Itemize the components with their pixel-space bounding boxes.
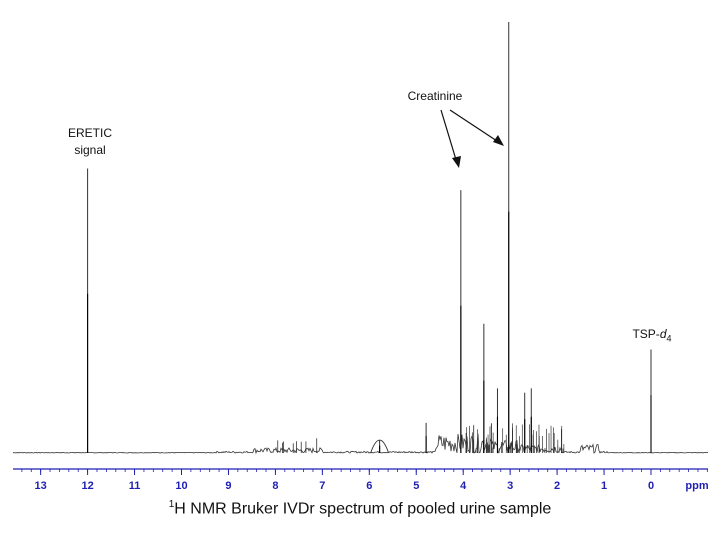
x-axis-unit-label: ppm (685, 480, 708, 492)
caption-text: H NMR Bruker IVDr spectrum of pooled uri… (174, 500, 552, 518)
peak-group (87, 22, 652, 453)
x-tick-label: 3 (507, 480, 513, 492)
x-tick-label: 9 (225, 480, 231, 492)
x-tick-label: 5 (413, 480, 419, 492)
x-tick-label: 11 (129, 480, 141, 492)
spectrum-baseline (12, 433, 709, 455)
x-tick-label: 6 (366, 480, 372, 492)
tsp-label-sub: 4 (666, 333, 672, 344)
eretic-label: ERETIC signal (60, 125, 120, 159)
x-tick-label: 0 (648, 480, 654, 492)
creatinine-arrowhead-1 (452, 156, 461, 168)
x-tick-label: 4 (460, 480, 467, 492)
x-tick-label: 2 (554, 480, 560, 492)
creatinine-label: Creatinine (407, 89, 463, 103)
tsp-label: TSP-d4 (612, 326, 692, 347)
tsp-label-prefix: TSP- (632, 327, 660, 341)
x-tick-label: 10 (175, 480, 187, 492)
creatinine-arrowhead-2 (493, 135, 504, 146)
eretic-label-line2: signal (74, 143, 106, 157)
x-tick-label: 8 (272, 480, 278, 492)
caption-superscript: 1 (168, 499, 175, 510)
spectrum-trace-group (12, 423, 709, 455)
x-axis: 13 12 11 10 9 8 7 6 5 4 3 2 1 0 ppm (13, 468, 709, 492)
tsp-label-italic: d (659, 327, 667, 341)
creatinine-arrow-2 (449, 109, 501, 144)
eretic-label-line1: ERETIC (67, 126, 112, 140)
arrow-group (440, 109, 504, 168)
x-tick-label: 7 (319, 480, 325, 492)
figure-caption: 1H NMR Bruker IVDr spectrum of pooled ur… (0, 499, 720, 518)
x-tick-label: 1 (601, 480, 607, 492)
creatinine-arrow-1 (440, 109, 458, 164)
x-tick-label: 13 (35, 480, 47, 492)
x-tick-label: 12 (81, 480, 93, 492)
